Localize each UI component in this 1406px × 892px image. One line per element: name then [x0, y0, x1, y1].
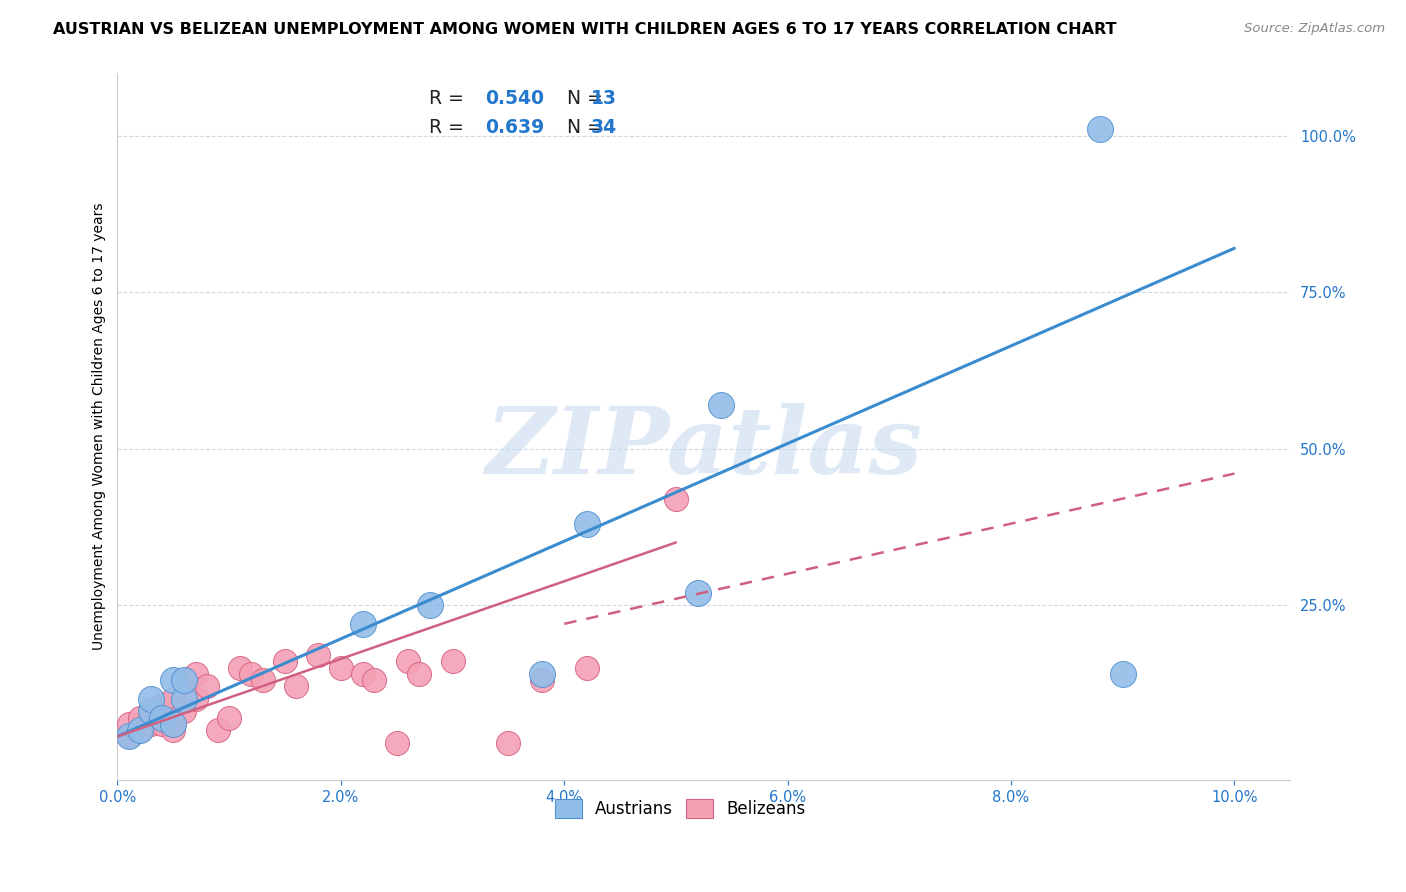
Point	[665, 491, 688, 506]
Point	[396, 654, 419, 668]
Point	[1090, 122, 1112, 136]
Text: 0.639: 0.639	[485, 118, 544, 137]
Point	[128, 711, 150, 725]
Point	[207, 723, 229, 738]
Point	[117, 730, 139, 744]
Point	[385, 736, 408, 750]
Point	[173, 673, 195, 687]
Point	[139, 705, 162, 719]
Point	[530, 666, 553, 681]
Point	[162, 717, 184, 731]
Point	[117, 717, 139, 731]
Point	[162, 692, 184, 706]
Point	[352, 616, 374, 631]
Point	[150, 698, 173, 713]
Point	[419, 598, 441, 612]
Point	[139, 692, 162, 706]
Point	[240, 666, 263, 681]
Point	[117, 730, 139, 744]
Text: 13: 13	[591, 88, 616, 108]
Text: R =: R =	[429, 88, 470, 108]
Point	[363, 673, 385, 687]
Text: ZIPatlas: ZIPatlas	[485, 403, 922, 493]
Text: N =: N =	[555, 118, 609, 137]
Text: R =: R =	[429, 118, 470, 137]
Point	[128, 723, 150, 738]
Point	[150, 717, 173, 731]
Point	[252, 673, 274, 687]
Point	[195, 680, 218, 694]
Point	[128, 723, 150, 738]
Point	[688, 585, 710, 599]
Text: 0.540: 0.540	[485, 88, 544, 108]
Point	[274, 654, 297, 668]
Point	[530, 673, 553, 687]
Text: 34: 34	[591, 118, 617, 137]
Point	[308, 648, 330, 662]
Point	[352, 666, 374, 681]
Legend: Austrians, Belizeans: Austrians, Belizeans	[548, 792, 813, 825]
Point	[150, 711, 173, 725]
Y-axis label: Unemployment Among Women with Children Ages 6 to 17 years: Unemployment Among Women with Children A…	[93, 202, 107, 650]
Point	[184, 692, 207, 706]
Point	[173, 705, 195, 719]
Point	[575, 516, 598, 531]
Point	[162, 723, 184, 738]
Point	[184, 666, 207, 681]
Point	[408, 666, 430, 681]
Point	[139, 717, 162, 731]
Point	[498, 736, 520, 750]
Point	[218, 711, 240, 725]
Point	[575, 660, 598, 674]
Point	[710, 398, 733, 412]
Point	[162, 673, 184, 687]
Point	[173, 673, 195, 687]
Point	[1112, 666, 1135, 681]
Point	[441, 654, 464, 668]
Point	[285, 680, 308, 694]
Text: Source: ZipAtlas.com: Source: ZipAtlas.com	[1244, 22, 1385, 36]
Point	[329, 660, 352, 674]
Point	[139, 705, 162, 719]
Point	[229, 660, 252, 674]
Text: AUSTRIAN VS BELIZEAN UNEMPLOYMENT AMONG WOMEN WITH CHILDREN AGES 6 TO 17 YEARS C: AUSTRIAN VS BELIZEAN UNEMPLOYMENT AMONG …	[53, 22, 1116, 37]
Text: N =: N =	[555, 88, 609, 108]
Point	[173, 692, 195, 706]
